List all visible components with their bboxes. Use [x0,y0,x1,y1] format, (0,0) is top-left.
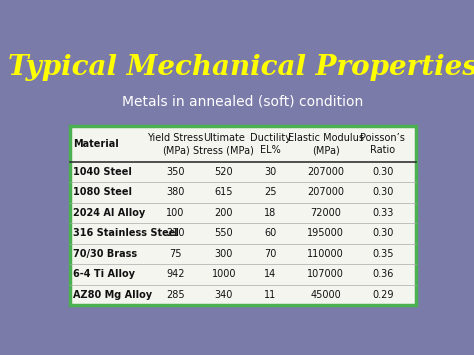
Text: 0.30: 0.30 [372,167,393,177]
Text: 60: 60 [264,228,277,239]
Text: 316 Stainless Steel: 316 Stainless Steel [73,228,179,239]
Text: 0.29: 0.29 [372,290,393,300]
Text: 25: 25 [264,187,277,197]
Text: Poisson’s
Ratio: Poisson’s Ratio [360,133,405,155]
Text: 0.30: 0.30 [372,187,393,197]
Text: 340: 340 [215,290,233,300]
Text: AZ80 Mg Alloy: AZ80 Mg Alloy [73,290,152,300]
Text: 30: 30 [264,167,277,177]
Text: 0.35: 0.35 [372,249,393,259]
Text: Material: Material [73,139,118,149]
Text: Yield Stress
(MPa): Yield Stress (MPa) [147,133,204,155]
Text: 550: 550 [215,228,233,239]
Text: 11: 11 [264,290,277,300]
Text: 72000: 72000 [310,208,341,218]
Text: 380: 380 [166,187,185,197]
Text: Metals in annealed (soft) condition: Metals in annealed (soft) condition [122,94,364,109]
Text: 110000: 110000 [308,249,344,259]
Text: 615: 615 [215,187,233,197]
Text: 75: 75 [169,249,182,259]
Text: 1000: 1000 [212,269,236,279]
Text: 195000: 195000 [307,228,344,239]
Text: 200: 200 [215,208,233,218]
Text: 107000: 107000 [307,269,344,279]
Text: 2024 Al Alloy: 2024 Al Alloy [73,208,145,218]
Text: 0.33: 0.33 [372,208,393,218]
Text: 14: 14 [264,269,277,279]
Text: Ductility
EL%: Ductility EL% [250,133,291,155]
Text: 100: 100 [166,208,185,218]
Text: 70/30 Brass: 70/30 Brass [73,249,137,259]
Text: 210: 210 [166,228,185,239]
Text: 18: 18 [264,208,277,218]
FancyBboxPatch shape [70,126,416,305]
Text: 6-4 Ti Alloy: 6-4 Ti Alloy [73,269,135,279]
Text: 285: 285 [166,290,185,300]
Text: 350: 350 [166,167,185,177]
Text: 1040 Steel: 1040 Steel [73,167,132,177]
Text: 1080 Steel: 1080 Steel [73,187,132,197]
Text: 942: 942 [166,269,185,279]
Text: 45000: 45000 [310,290,341,300]
Text: 0.36: 0.36 [372,269,393,279]
Text: 207000: 207000 [307,187,344,197]
Text: 70: 70 [264,249,277,259]
Text: Ultimate
Stress (MPa): Ultimate Stress (MPa) [193,133,255,155]
Text: Typical Mechanical Properties: Typical Mechanical Properties [8,54,474,81]
Text: Elastic Modulus
(MPa): Elastic Modulus (MPa) [288,133,364,155]
Text: 520: 520 [215,167,233,177]
Text: 0.30: 0.30 [372,228,393,239]
Text: 300: 300 [215,249,233,259]
Text: 207000: 207000 [307,167,344,177]
